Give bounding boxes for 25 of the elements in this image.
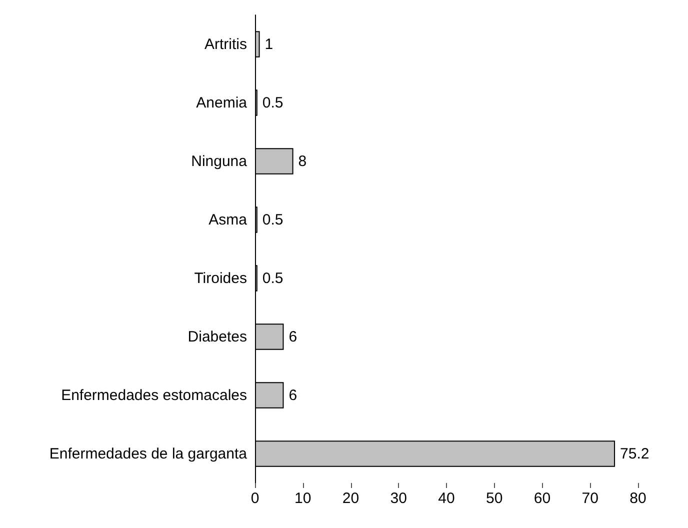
data-label: 6 xyxy=(288,386,298,404)
x-tick-label: 0 xyxy=(250,490,260,507)
y-tick-label: Artritis xyxy=(204,36,247,53)
y-tick-label: Asma xyxy=(208,211,248,228)
x-tick-label: 50 xyxy=(486,490,503,507)
y-tick-label: Tiroides xyxy=(194,270,247,287)
x-tick-label: 30 xyxy=(390,490,407,507)
y-tick-label: Enfermedades estomacales xyxy=(61,386,247,404)
x-tick-label: 70 xyxy=(582,490,598,507)
y-tick-label: Enfermedades de la garganta xyxy=(49,445,248,462)
x-tick-label: 10 xyxy=(294,490,312,507)
data-label: 0.5 xyxy=(262,211,284,228)
data-label: 6 xyxy=(288,328,298,346)
x-tick-label: 60 xyxy=(534,490,551,507)
data-label: 8 xyxy=(298,152,307,170)
data-label: 75.2 xyxy=(620,445,650,462)
data-label: 0.5 xyxy=(262,94,284,112)
x-tick-label: 80 xyxy=(630,490,646,507)
x-tick-label: 20 xyxy=(342,490,360,507)
x-tick-label: 40 xyxy=(438,490,455,507)
data-label: 1 xyxy=(264,36,274,53)
data-label: 0.5 xyxy=(262,270,284,287)
y-tick-label: Ninguna xyxy=(191,152,248,170)
y-tick-label: Diabetes xyxy=(188,328,247,346)
y-tick-label: Anemia xyxy=(196,94,248,112)
